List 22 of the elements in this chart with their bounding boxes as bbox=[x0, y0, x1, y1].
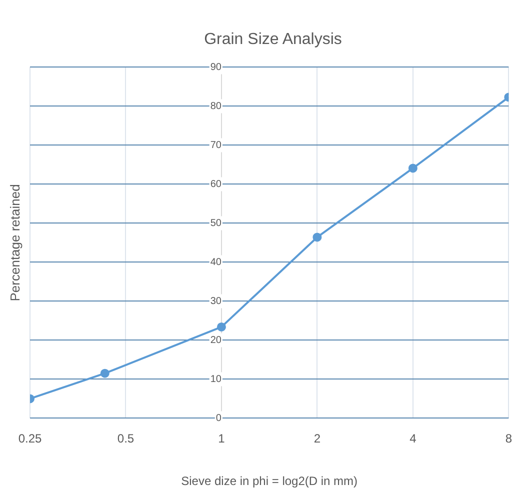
x-tick-label: 1 bbox=[218, 432, 226, 446]
y-axis-title: Percentage retained bbox=[8, 184, 23, 302]
y-tick-label: 40 bbox=[210, 256, 222, 268]
y-tick-label: 20 bbox=[210, 334, 222, 346]
y-tick-label: 70 bbox=[210, 140, 222, 151]
x-tick-label: 2 bbox=[314, 432, 321, 446]
y-tick-label: 10 bbox=[210, 374, 222, 385]
point bbox=[216, 322, 226, 332]
point bbox=[312, 232, 322, 242]
y-tick-label: 50 bbox=[210, 218, 222, 229]
y-tick-label: 30 bbox=[210, 296, 222, 307]
x-axis-title: Sieve dize in phi = log2(D in mm) bbox=[181, 474, 358, 488]
y-tick-label: 60 bbox=[210, 178, 222, 190]
x-tick-label: 4 bbox=[410, 432, 417, 446]
x-tick-label: 8 bbox=[505, 432, 512, 446]
y-tick-label: 90 bbox=[210, 62, 222, 73]
y-tick-label: 0 bbox=[216, 412, 222, 424]
point bbox=[408, 164, 418, 173]
x-tick-label: 0.25 bbox=[18, 432, 42, 446]
chart-title: Grain Size Analysis bbox=[204, 31, 342, 48]
y-tick-label: 80 bbox=[210, 100, 222, 112]
x-tick-label: 0.5 bbox=[117, 432, 134, 446]
